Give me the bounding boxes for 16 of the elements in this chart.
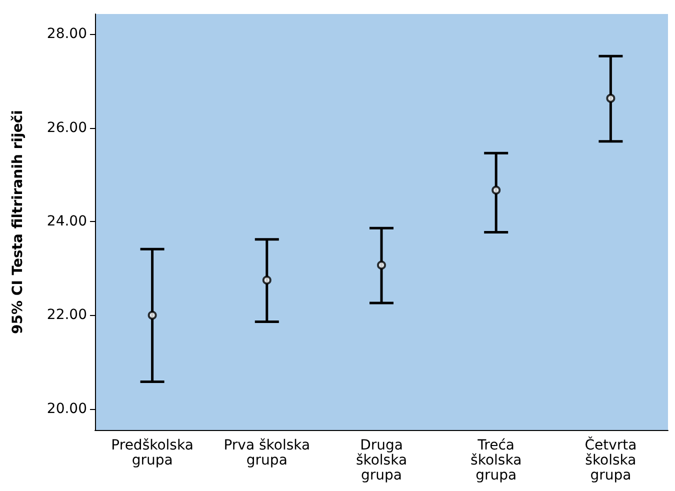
y-tick-label: 28.00 xyxy=(46,26,87,42)
point xyxy=(148,310,157,320)
y-tick-label: 24.00 xyxy=(46,214,87,230)
point xyxy=(606,94,616,103)
x-tick-label: Predškolska grupa xyxy=(111,438,194,468)
point xyxy=(377,260,386,270)
x-tick-label: Četvrta školska grupa xyxy=(584,436,637,484)
x-tick-label: Prva školska grupa xyxy=(224,438,310,468)
y-axis-title: 95% CI Testa filtriranih riječi xyxy=(10,110,26,334)
y-tick-label: 20.00 xyxy=(46,400,87,417)
y-tick-label: 26.00 xyxy=(46,120,87,136)
y-tick-label: 22.00 xyxy=(46,307,87,324)
point xyxy=(492,186,501,195)
point xyxy=(262,276,272,285)
x-tick-label: Druga školska grupa xyxy=(356,438,408,484)
x-tick-label: Treća školska grupa xyxy=(470,438,522,484)
